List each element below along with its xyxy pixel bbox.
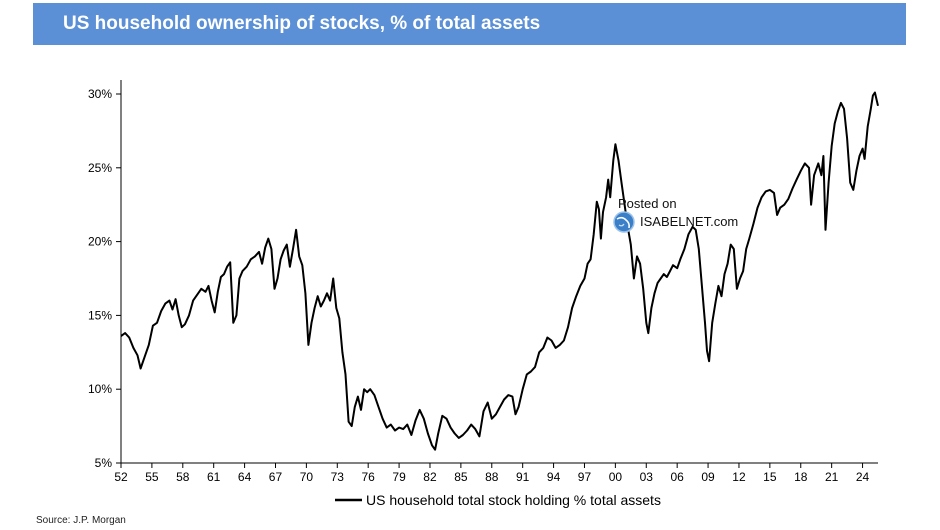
x-tick-label: 82 <box>423 470 437 484</box>
x-tick-label: 61 <box>207 470 221 484</box>
x-tick-label: 64 <box>238 470 252 484</box>
x-tick-label: 85 <box>454 470 468 484</box>
x-tick-label: 67 <box>269 470 283 484</box>
x-tick-label: 97 <box>578 470 592 484</box>
chart-title: US household ownership of stocks, % of t… <box>63 13 541 34</box>
x-tick-label: 03 <box>640 470 654 484</box>
x-tick-label: 55 <box>145 470 159 484</box>
x-tick-label: 70 <box>300 470 314 484</box>
x-tick-label: 76 <box>362 470 376 484</box>
x-tick-label: 09 <box>701 470 715 484</box>
x-tick-label: 15 <box>763 470 777 484</box>
x-tick-label: 24 <box>856 470 870 484</box>
y-tick-label: 15% <box>88 308 112 322</box>
x-tick-label: 58 <box>176 470 190 484</box>
y-tick-label: 30% <box>88 87 112 101</box>
x-tick-label: 73 <box>331 470 345 484</box>
x-tick-label: 94 <box>547 470 561 484</box>
y-tick-label: 20% <box>88 235 112 249</box>
watermark: Posted on ISABELNET.com <box>612 196 752 236</box>
source-note: Source: J.P. Morgan <box>36 515 126 526</box>
y-tick-label: 5% <box>95 456 113 470</box>
x-tick-label: 12 <box>732 470 746 484</box>
x-tick-label: 06 <box>670 470 684 484</box>
y-tick-label: 25% <box>88 161 112 175</box>
globe-icon <box>613 211 635 233</box>
series-line <box>120 91 879 451</box>
x-tick-label: 91 <box>516 470 530 484</box>
x-tick-label: 79 <box>392 470 406 484</box>
title-bar: US household ownership of stocks, % of t… <box>33 3 906 45</box>
y-tick-label: 10% <box>88 382 112 396</box>
legend-label: US household total stock holding % total… <box>366 492 661 508</box>
x-tick-label: 21 <box>825 470 839 484</box>
watermark-posted-on: Posted on <box>618 196 677 211</box>
x-tick-label: 52 <box>114 470 128 484</box>
watermark-site: ISABELNET.com <box>640 214 739 229</box>
x-tick-label: 18 <box>794 470 808 484</box>
x-tick-label: 88 <box>485 470 499 484</box>
x-tick-label: 00 <box>609 470 623 484</box>
